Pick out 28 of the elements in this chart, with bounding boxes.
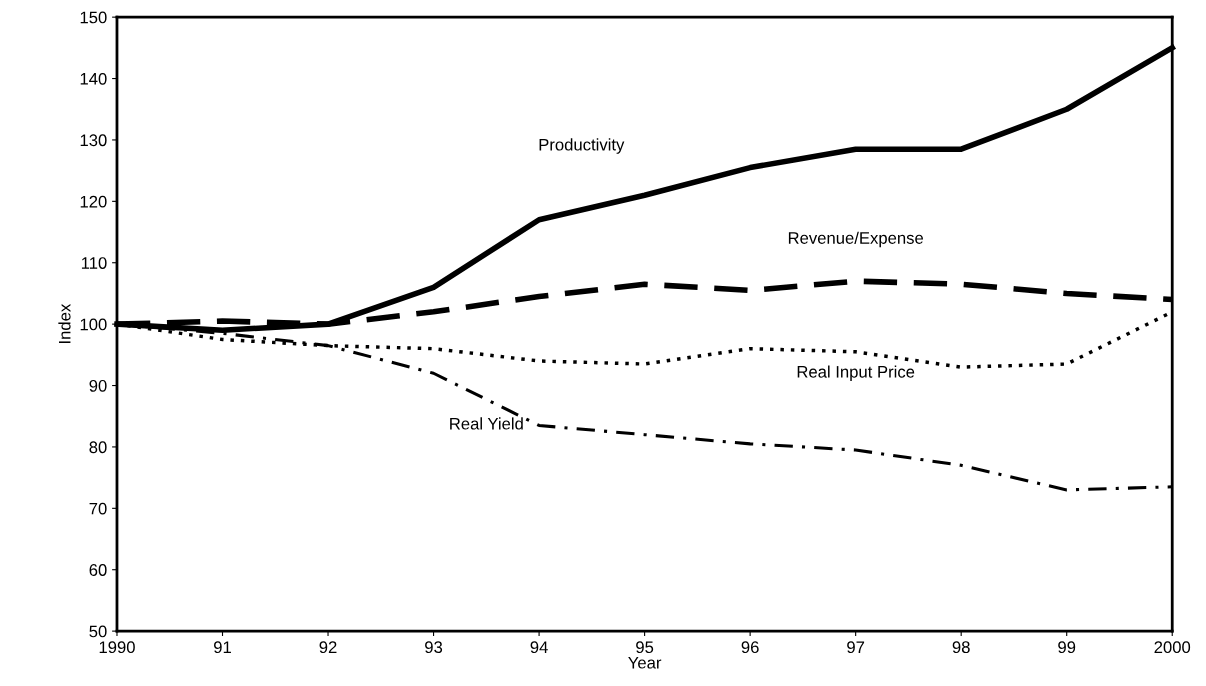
- series-label: Real Yield: [450, 417, 523, 430]
- y-tick-label: 140: [80, 72, 107, 85]
- text: Revenue/Expense: [788, 231, 924, 248]
- x-tick-label: 99: [1058, 641, 1076, 654]
- x-tick-label: 91: [214, 641, 231, 654]
- x-tick-label: 1990: [99, 641, 135, 654]
- y-tick-label: 110: [81, 257, 107, 269]
- y-tick-label: 150: [80, 11, 107, 24]
- y-tick-label: 90: [89, 379, 107, 392]
- text: Productivity: [539, 138, 625, 154]
- x-tick-label: 98: [952, 641, 970, 654]
- y-tick-label: 120: [80, 195, 107, 208]
- x-tick-label: 93: [425, 641, 443, 654]
- y-tick-label: 130: [80, 134, 107, 147]
- y-axis-title: Index: [58, 303, 71, 343]
- y-tick-label: 70: [89, 502, 107, 515]
- x-axis-title: Year: [628, 656, 662, 669]
- x-tick-label: 92: [319, 641, 337, 654]
- y-tick-label: 60: [89, 564, 107, 576]
- x-tick-label: 96: [741, 641, 759, 654]
- y-tick-label: 80: [89, 441, 107, 454]
- x-tick-label: 95: [636, 641, 654, 654]
- y-tick-label: 100: [80, 318, 107, 331]
- x-tick-label: 2000: [1154, 641, 1191, 654]
- y-tick-label: 50: [89, 625, 107, 638]
- x-tick-label: 97: [847, 641, 865, 654]
- x-tick-label: 94: [530, 641, 548, 654]
- series-label: Real Input Price: [797, 365, 915, 382]
